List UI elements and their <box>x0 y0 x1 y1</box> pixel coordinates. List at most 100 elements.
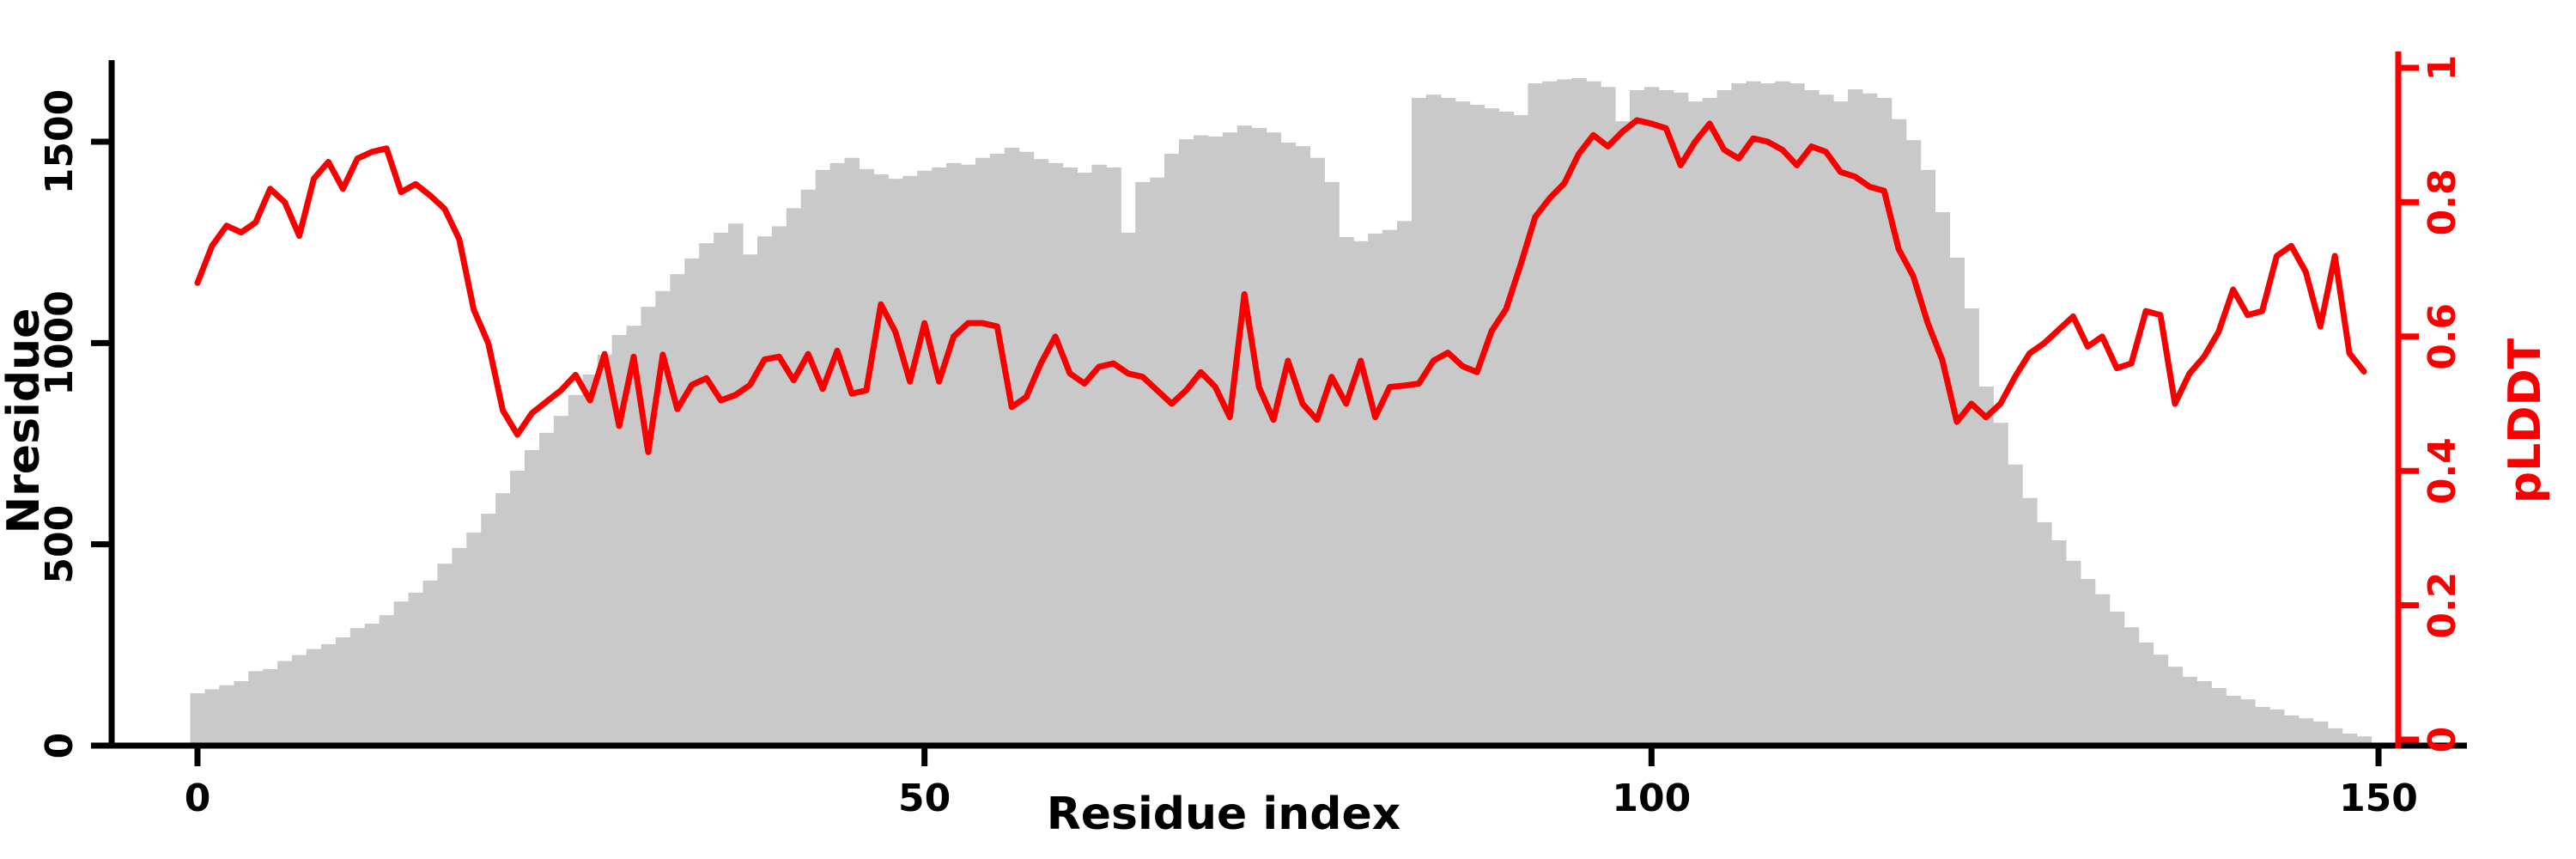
bar-residue-30 <box>626 326 642 746</box>
y-axis-label-left: Nresidue <box>0 308 50 534</box>
bar-residue-39 <box>756 236 773 746</box>
bar-residue-136 <box>2167 667 2183 746</box>
bar-residue-104 <box>1702 97 1718 746</box>
bar-residue-5 <box>263 668 278 746</box>
axes <box>108 52 2467 749</box>
bar-residue-76 <box>1295 146 1310 746</box>
bar-residue-0 <box>190 693 206 746</box>
bar-residue-25 <box>553 416 569 746</box>
y-right-tick-label-3: 0.6 <box>2421 303 2464 370</box>
bar-residue-88 <box>1469 104 1485 746</box>
bar-residue-83 <box>1397 221 1413 746</box>
bar-residue-84 <box>1411 97 1427 746</box>
bar-residue-113 <box>1833 101 1849 746</box>
bar-residue-4 <box>248 671 264 746</box>
bar-residue-71 <box>1222 132 1238 746</box>
bar-residue-128 <box>2051 539 2067 746</box>
bar-residue-140 <box>2226 695 2241 746</box>
y-left-tick-label-1500: 1500 <box>38 89 82 194</box>
bar-residue-99 <box>1629 90 1645 746</box>
bar-residue-62 <box>1091 164 1107 746</box>
bar-residue-38 <box>743 254 758 746</box>
bar-residue-93 <box>1542 81 1558 746</box>
bar-residue-23 <box>525 450 540 746</box>
bar-residue-55 <box>989 154 1005 746</box>
bar-residue-44 <box>829 162 846 746</box>
bar-residue-77 <box>1309 157 1325 746</box>
bar-residue-26 <box>568 394 584 746</box>
y-left-tick-label-500: 500 <box>38 505 82 584</box>
x-tick-label-100: 100 <box>1612 777 1691 820</box>
bar-residue-6 <box>277 661 293 746</box>
bar-residue-13 <box>379 615 395 746</box>
bar-residue-148 <box>2342 733 2358 746</box>
bar-residue-21 <box>495 493 511 746</box>
x-tick-label-50: 50 <box>898 777 951 820</box>
bar-residue-17 <box>437 564 453 746</box>
bar-residue-127 <box>2037 521 2052 746</box>
bar-residue-145 <box>2298 718 2314 746</box>
y-left-tick-label-1000: 1000 <box>38 290 82 395</box>
x-axis-label: Residue index <box>1047 789 1401 840</box>
bar-residue-67 <box>1164 154 1180 746</box>
bar-residue-24 <box>538 432 555 746</box>
bar-residue-133 <box>2123 627 2140 746</box>
bar-residue-131 <box>2094 594 2111 746</box>
bar-residue-58 <box>1033 159 1049 746</box>
bar-residue-66 <box>1150 177 1165 746</box>
bar-residue-139 <box>2211 687 2227 746</box>
bar-residue-22 <box>510 470 526 746</box>
bar-residue-53 <box>961 164 976 746</box>
bar-residue-122 <box>1964 308 1979 746</box>
bar-residue-45 <box>844 157 860 746</box>
bar-residue-96 <box>1586 81 1601 746</box>
bar-residue-65 <box>1135 181 1151 746</box>
bar-residue-141 <box>2240 699 2256 746</box>
bar-residue-82 <box>1382 229 1398 746</box>
bar-residue-56 <box>1004 148 1020 746</box>
y-right-tick-label-4: 0.8 <box>2421 168 2464 235</box>
bar-residue-12 <box>364 623 380 746</box>
bar-residue-106 <box>1731 83 1747 746</box>
bar-residue-143 <box>2269 709 2285 746</box>
bar-residue-97 <box>1601 87 1616 746</box>
bar-residue-42 <box>800 189 817 746</box>
bar-residue-149 <box>2356 736 2372 746</box>
bar-residue-70 <box>1207 136 1224 746</box>
bar-residue-1 <box>204 689 220 746</box>
bar-residue-35 <box>699 243 714 746</box>
y-right-tick-label-0: 0 <box>2421 727 2464 753</box>
bar-residue-74 <box>1266 132 1282 746</box>
bar-residue-103 <box>1687 101 1704 746</box>
bar-residue-111 <box>1804 90 1820 746</box>
bar-residue-31 <box>641 307 656 746</box>
bar-residue-33 <box>670 274 685 746</box>
bar-residue-114 <box>1847 89 1863 746</box>
bar-residue-36 <box>714 232 729 746</box>
bar-residue-80 <box>1353 241 1369 746</box>
x-tick-label-150: 150 <box>2339 777 2418 820</box>
bar-residue-138 <box>2196 681 2212 746</box>
bar-residue-110 <box>1789 83 1805 746</box>
bar-residue-85 <box>1425 94 1442 746</box>
bar-residue-137 <box>2182 676 2197 746</box>
bar-residue-40 <box>771 226 787 746</box>
bar-residue-116 <box>1876 97 1893 746</box>
bar-residue-52 <box>946 162 962 746</box>
bar-residue-78 <box>1324 181 1340 746</box>
bar-residue-87 <box>1455 101 1471 746</box>
bar-residue-123 <box>1978 386 1994 746</box>
bar-residue-120 <box>1935 212 1951 746</box>
bar-residue-47 <box>873 174 889 746</box>
bar-residue-63 <box>1106 167 1121 746</box>
y-left-tick-label-0: 0 <box>38 733 82 759</box>
nresidue-bars <box>190 77 2372 746</box>
bar-residue-50 <box>917 170 933 746</box>
y-axis-label-right: pLDDT <box>2500 338 2551 503</box>
bar-residue-135 <box>2153 655 2169 746</box>
bar-residue-108 <box>1760 83 1776 746</box>
bar-residue-100 <box>1643 87 1660 746</box>
bar-residue-61 <box>1077 173 1092 746</box>
